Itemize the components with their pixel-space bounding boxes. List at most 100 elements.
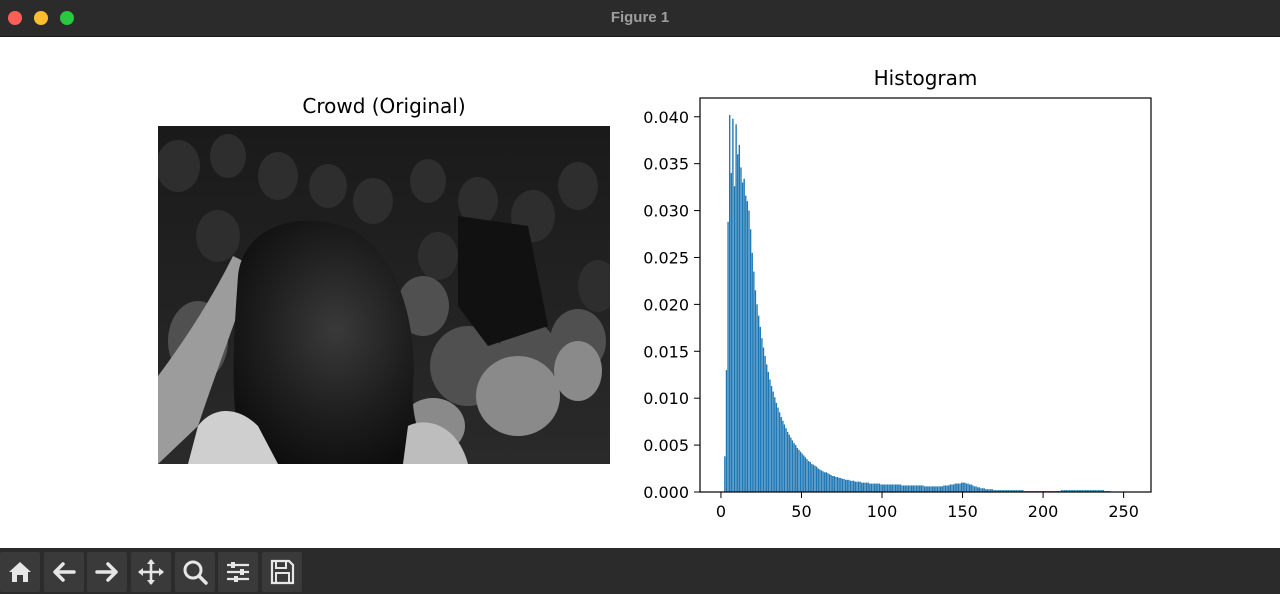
histogram-bar <box>795 445 797 492</box>
histogram-frame <box>699 97 1152 493</box>
histogram-bar <box>865 482 868 492</box>
histogram-bar <box>791 440 794 492</box>
histogram-bar <box>967 483 969 492</box>
histogram-bar <box>733 186 736 492</box>
zoom-window-button[interactable] <box>60 11 74 25</box>
histogram-bar <box>935 486 937 492</box>
y-tick-label: 0.025 <box>643 248 689 267</box>
histogram-bar <box>1007 490 1010 492</box>
histogram-bar <box>1054 491 1056 492</box>
histogram-bar <box>997 490 1000 492</box>
histogram-bar <box>899 484 902 492</box>
zoom-button[interactable] <box>175 552 215 592</box>
histogram-bar <box>1004 490 1006 492</box>
histogram-bar <box>844 479 847 492</box>
histogram-bar <box>919 485 921 492</box>
histogram-bar <box>877 483 879 492</box>
histogram-bar <box>1041 491 1043 492</box>
right-axes-title: Histogram <box>873 66 978 90</box>
histogram-bar <box>1093 490 1095 492</box>
histogram-bar <box>893 484 895 492</box>
histogram-bar <box>730 173 732 493</box>
histogram-bar <box>964 482 966 492</box>
histogram-bar <box>819 469 821 492</box>
histogram-bar <box>977 487 979 492</box>
histogram-bar <box>799 451 802 492</box>
histogram-bar <box>999 490 1001 492</box>
histogram-bar <box>780 416 782 492</box>
histogram-bar <box>751 252 753 492</box>
histogram-bar <box>1039 491 1042 492</box>
histogram-bar <box>1084 490 1087 492</box>
histogram-bar <box>920 485 923 492</box>
histogram-bar <box>770 385 773 492</box>
histogram-bar <box>812 464 815 492</box>
histogram-bar <box>1002 490 1005 492</box>
histogram-bar <box>728 114 731 492</box>
histogram-bar <box>1035 491 1037 492</box>
histogram-bar <box>891 484 894 492</box>
histogram-bar <box>898 484 900 492</box>
histogram-bar <box>1102 490 1105 492</box>
histogram-bar <box>824 472 826 492</box>
close-window-button[interactable] <box>8 11 22 25</box>
histogram-bar <box>930 486 932 492</box>
arrow-left-icon <box>53 562 76 582</box>
histogram-bar <box>907 485 910 492</box>
histogram-bar <box>965 483 968 492</box>
histogram-bar <box>840 477 842 492</box>
histogram-bar <box>769 379 771 492</box>
histogram-bar <box>993 490 995 492</box>
histogram-bar <box>757 315 760 492</box>
histogram-bar <box>978 487 981 492</box>
histogram-bar <box>1083 490 1085 492</box>
histogram-bar <box>867 482 869 492</box>
home-button[interactable] <box>0 552 40 592</box>
histogram-bar <box>956 483 958 492</box>
histogram-bar <box>1025 491 1027 492</box>
y-tick-label: 0.015 <box>643 342 689 361</box>
histogram-bar <box>914 485 916 492</box>
histogram-bar <box>782 420 784 492</box>
histogram-bar <box>882 484 884 492</box>
histogram-bar <box>1046 491 1048 492</box>
histogram-bar <box>817 468 819 492</box>
histogram-bar <box>861 482 863 492</box>
histogram-bar <box>807 461 810 492</box>
x-tick-label: 100 <box>867 502 898 521</box>
crowd-photo-illustration <box>158 126 610 464</box>
y-tick-label: 0.035 <box>643 155 689 174</box>
histogram-bar <box>1052 491 1055 492</box>
histogram-bar <box>753 271 755 492</box>
window-title: Figure 1 <box>610 9 670 26</box>
minimize-window-button[interactable] <box>34 11 48 25</box>
x-tick-label: 50 <box>791 502 811 521</box>
histogram-bar <box>762 347 765 492</box>
forward-button[interactable] <box>87 552 127 592</box>
pan-button[interactable] <box>131 552 171 592</box>
x-tick-label: 250 <box>1108 502 1139 521</box>
histogram-bar <box>732 118 734 492</box>
histogram-bar <box>938 486 940 492</box>
back-button[interactable] <box>44 552 84 592</box>
histogram-bar <box>904 485 906 492</box>
histogram-bar <box>786 431 789 492</box>
histogram-bar <box>923 486 926 492</box>
histogram-bar <box>1105 491 1108 492</box>
y-tick-label: 0.000 <box>643 483 689 502</box>
configure-subplots-button[interactable] <box>218 552 258 592</box>
window-titlebar[interactable]: Figure 1 <box>0 0 1280 37</box>
histogram-bar <box>1072 490 1074 492</box>
histogram-bar <box>1036 491 1039 492</box>
histogram-bar <box>1099 490 1101 492</box>
histogram-bar <box>949 484 952 492</box>
histogram-bar <box>793 443 795 492</box>
histogram-bar <box>946 485 948 492</box>
save-button[interactable] <box>262 552 302 592</box>
histogram-bar <box>1091 490 1093 492</box>
histogram-bar <box>1096 490 1098 492</box>
sliders-icon <box>227 562 249 582</box>
figure-canvas[interactable]: Crowd (Original) <box>0 37 1280 548</box>
histogram-bar <box>796 447 799 492</box>
histogram-bar <box>1044 491 1047 492</box>
